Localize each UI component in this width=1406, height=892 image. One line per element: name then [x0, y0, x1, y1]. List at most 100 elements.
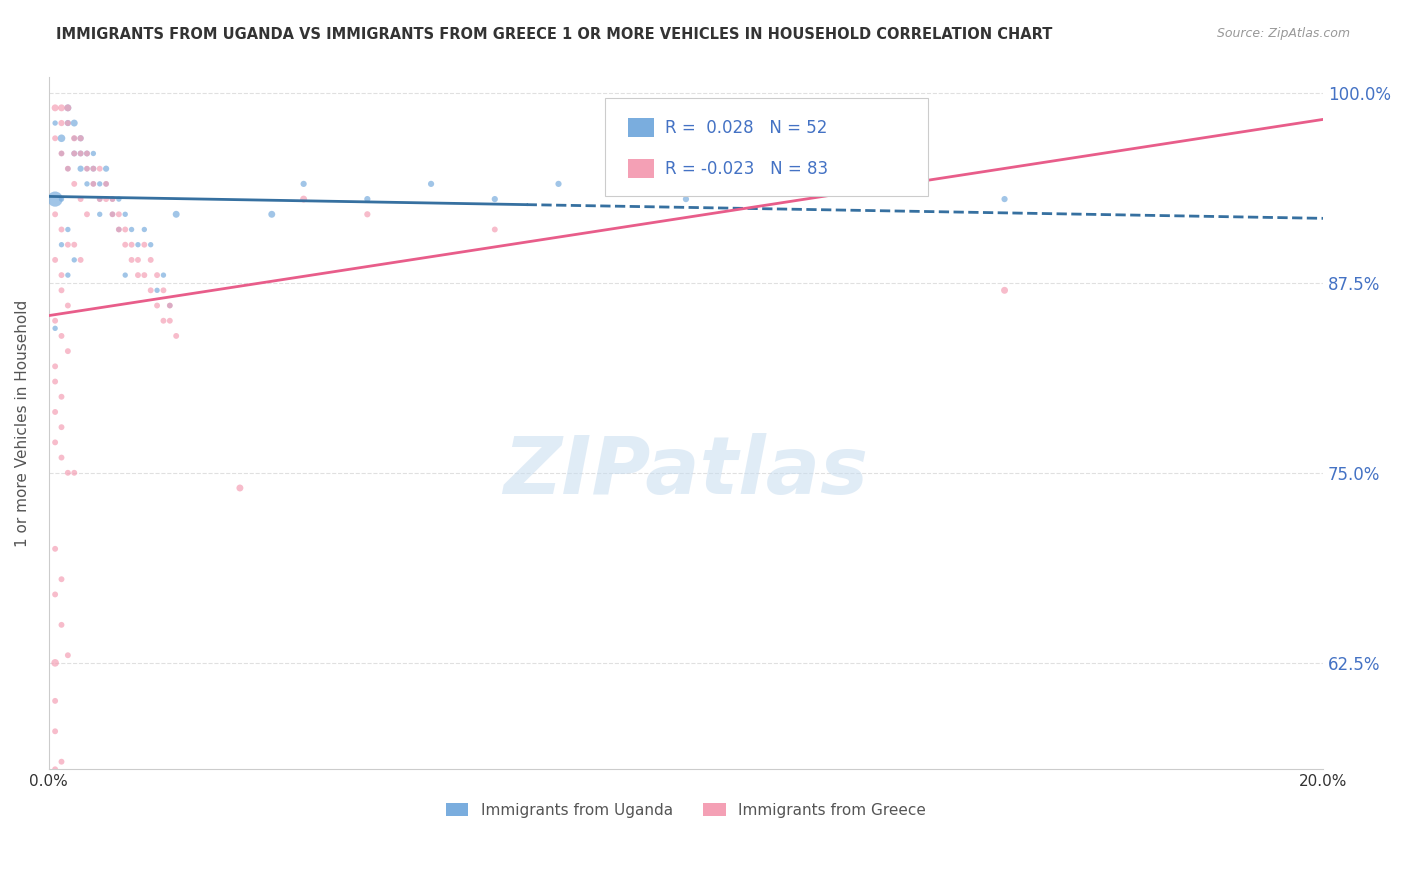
Point: [675, 192, 697, 206]
Point: [63, 237, 86, 252]
Point: [82, 161, 104, 176]
Point: [484, 192, 506, 206]
Text: Source: ZipAtlas.com: Source: ZipAtlas.com: [1216, 27, 1350, 40]
Point: [76, 177, 98, 191]
Point: [127, 252, 149, 267]
Point: [44, 405, 66, 419]
Point: [159, 314, 181, 328]
Point: [56, 466, 79, 480]
Point: [51, 450, 73, 465]
Point: [63, 131, 86, 145]
Point: [356, 192, 378, 206]
Point: [134, 268, 156, 282]
Point: [159, 299, 181, 313]
Point: [76, 146, 98, 161]
Point: [94, 177, 117, 191]
Point: [44, 587, 66, 601]
Point: [89, 207, 111, 221]
Point: [69, 252, 91, 267]
Point: [51, 390, 73, 404]
Point: [108, 207, 131, 221]
Point: [51, 268, 73, 282]
Point: [51, 329, 73, 343]
Point: [63, 466, 86, 480]
Point: [44, 207, 66, 221]
Point: [139, 237, 162, 252]
Point: [993, 192, 1015, 206]
Point: [108, 222, 131, 236]
Point: [229, 481, 252, 495]
Point: [356, 207, 378, 221]
Point: [121, 252, 143, 267]
Point: [76, 146, 98, 161]
Point: [44, 435, 66, 450]
Point: [56, 299, 79, 313]
Point: [44, 656, 66, 670]
Point: [260, 207, 283, 221]
Point: [51, 116, 73, 130]
Point: [56, 116, 79, 130]
Point: [63, 131, 86, 145]
Legend: Immigrants from Uganda, Immigrants from Greece: Immigrants from Uganda, Immigrants from …: [440, 797, 932, 824]
Point: [56, 101, 79, 115]
Point: [152, 314, 174, 328]
Point: [82, 146, 104, 161]
Y-axis label: 1 or more Vehicles in Household: 1 or more Vehicles in Household: [15, 300, 30, 547]
Point: [56, 101, 79, 115]
Point: [63, 146, 86, 161]
Point: [51, 192, 73, 206]
Point: [121, 237, 143, 252]
Point: [44, 321, 66, 335]
Point: [44, 192, 66, 206]
Point: [51, 755, 73, 769]
Point: [82, 161, 104, 176]
Point: [69, 161, 91, 176]
Point: [89, 192, 111, 206]
Point: [89, 177, 111, 191]
Point: [159, 299, 181, 313]
Point: [51, 146, 73, 161]
Point: [547, 177, 569, 191]
Point: [63, 177, 86, 191]
Point: [51, 131, 73, 145]
Point: [146, 283, 169, 297]
Point: [56, 648, 79, 663]
Point: [101, 192, 124, 206]
Point: [56, 268, 79, 282]
Point: [56, 237, 79, 252]
Point: [44, 131, 66, 145]
Point: [44, 116, 66, 130]
Point: [56, 222, 79, 236]
Point: [121, 222, 143, 236]
Point: [44, 724, 66, 739]
Point: [56, 116, 79, 130]
Point: [63, 116, 86, 130]
Point: [114, 268, 136, 282]
Point: [76, 207, 98, 221]
Point: [146, 268, 169, 282]
Point: [69, 131, 91, 145]
Point: [114, 207, 136, 221]
Point: [69, 131, 91, 145]
Point: [51, 101, 73, 115]
Point: [51, 222, 73, 236]
Point: [44, 359, 66, 374]
Point: [63, 146, 86, 161]
Point: [94, 161, 117, 176]
Point: [44, 541, 66, 556]
Point: [101, 207, 124, 221]
Point: [51, 146, 73, 161]
Point: [108, 222, 131, 236]
Point: [63, 252, 86, 267]
Point: [76, 161, 98, 176]
Point: [76, 161, 98, 176]
Point: [146, 299, 169, 313]
Point: [127, 237, 149, 252]
Point: [165, 207, 187, 221]
Point: [114, 237, 136, 252]
Text: IMMIGRANTS FROM UGANDA VS IMMIGRANTS FROM GREECE 1 OR MORE VEHICLES IN HOUSEHOLD: IMMIGRANTS FROM UGANDA VS IMMIGRANTS FRO…: [56, 27, 1053, 42]
Point: [292, 192, 315, 206]
Point: [101, 207, 124, 221]
Point: [108, 192, 131, 206]
Point: [134, 237, 156, 252]
